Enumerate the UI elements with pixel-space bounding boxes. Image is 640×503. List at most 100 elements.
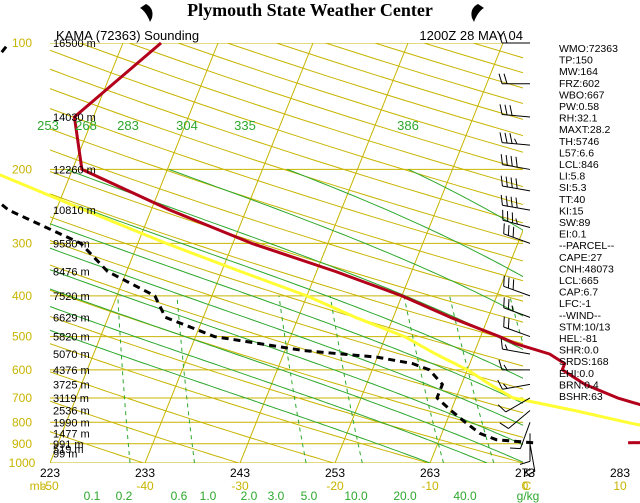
plot-grid xyxy=(50,43,523,463)
wind-barb-icon xyxy=(500,154,531,170)
height-label: 519 m xyxy=(53,444,84,456)
parcel-curve xyxy=(0,173,640,427)
dry-adiabat xyxy=(50,49,523,206)
index-item: EHI:0.0 xyxy=(559,368,594,380)
dry-adiabat xyxy=(50,343,429,463)
mixing-ratio-label: 2.0 xyxy=(241,489,258,503)
index-item: --PARCEL-- xyxy=(559,240,615,252)
height-label: 10810 m xyxy=(53,205,96,217)
dry-adiabat xyxy=(50,216,523,367)
celsius-tick-label: 0 xyxy=(522,479,529,493)
dry-adiabat xyxy=(50,431,144,463)
celsius-tick-label: -40 xyxy=(136,479,154,493)
wind-barb-icon xyxy=(500,338,531,355)
theta-label: 253 xyxy=(37,118,59,133)
celsius-tick-label: -10 xyxy=(421,479,439,493)
theta-label: 304 xyxy=(176,118,198,133)
height-label: 99 m xyxy=(53,449,77,461)
celsius-tick-label: C xyxy=(523,479,532,493)
height-label: 14030 m xyxy=(53,112,96,124)
mixing-ratio-label: g/kg xyxy=(517,489,540,503)
kelvin-tick-label: 253 xyxy=(325,466,345,480)
height-label: 5820 m xyxy=(53,332,90,344)
pressure-tick-label: 900 xyxy=(12,437,32,451)
mixing-ratio-label: 0.2 xyxy=(116,489,133,503)
left-flag-icon xyxy=(140,4,153,22)
moist-adiabat xyxy=(287,168,523,278)
isotherm-line xyxy=(144,43,314,463)
isotherm-line xyxy=(429,229,523,463)
index-item: SHR:0.0 xyxy=(559,345,599,357)
mixing-ratio-label: 0.6 xyxy=(171,489,188,503)
wind-barb-icon xyxy=(498,73,530,85)
index-item: EI:0.1 xyxy=(559,229,587,241)
wind-barb-icon xyxy=(525,443,536,477)
isotherm-line xyxy=(239,43,409,463)
wind-barb-icon xyxy=(498,359,530,371)
theta-label: 268 xyxy=(75,118,97,133)
index-item: PW:0.58 xyxy=(559,101,599,113)
moist-adiabat xyxy=(50,305,488,463)
wind-barb-icon xyxy=(499,410,531,429)
pressure-tick-label: 300 xyxy=(12,236,32,250)
height-label: 991 m xyxy=(53,439,84,451)
isotherm-line xyxy=(334,43,504,463)
wind-barb-icon xyxy=(498,32,530,44)
mixing-ratio-line xyxy=(329,295,363,463)
index-item: LFC:-1 xyxy=(559,298,591,310)
pressure-tick-label: 200 xyxy=(12,162,32,176)
dry-adiabat xyxy=(50,264,523,414)
celsius-tick-label: 10 xyxy=(613,479,627,493)
datetime-label: 1200Z 28 MAY 04 xyxy=(419,28,523,43)
index-item: TP:150 xyxy=(559,55,593,67)
wind-barb-icon xyxy=(503,297,531,318)
index-item: LI:5.8 xyxy=(559,171,585,183)
pressure-tick-label: 100 xyxy=(12,36,32,50)
index-item: BSHR:63 xyxy=(559,391,603,403)
wind-barb-icon xyxy=(503,316,531,338)
height-label: 4376 m xyxy=(53,365,90,377)
height-label: 8476 m xyxy=(53,267,90,279)
wind-barb-icon xyxy=(499,132,531,146)
wind-barb-icon xyxy=(509,422,531,450)
theta-label: 386 xyxy=(397,118,419,133)
index-item: CAP:6.7 xyxy=(559,287,598,299)
index-item: SI:5.3 xyxy=(559,182,587,194)
index-item: LCL:846 xyxy=(559,159,599,171)
index-item: BRN:0.4 xyxy=(559,379,599,391)
moist-adiabat xyxy=(50,269,523,446)
wind-barb-icon xyxy=(519,433,531,465)
wind-barb-icon xyxy=(499,104,531,118)
dry-adiabat xyxy=(50,240,523,390)
mixing-ratio-line xyxy=(117,295,131,463)
index-item: FRZ:602 xyxy=(559,78,600,90)
station-label: KAMA (72363) Sounding xyxy=(56,28,199,43)
isotherm-line xyxy=(50,43,219,463)
celsius-tick-label: -30 xyxy=(231,479,249,493)
temperature-curve xyxy=(72,41,640,445)
wind-barb-icon xyxy=(500,194,531,211)
dry-adiabat xyxy=(50,193,523,345)
dry-adiabat xyxy=(472,43,523,59)
moist-adiabat xyxy=(50,288,523,463)
pressure-tick-label: 800 xyxy=(12,415,32,429)
kelvin-tick-label: 263 xyxy=(420,466,440,480)
pressure-tick-label: 1000 xyxy=(9,456,36,470)
height-label: 2536 m xyxy=(53,406,90,418)
index-item: SRDS:168 xyxy=(559,356,609,368)
dry-adiabat xyxy=(50,315,523,463)
index-item: KI:15 xyxy=(559,205,584,217)
right-flag-icon xyxy=(471,4,484,22)
height-label: 1990 m xyxy=(53,417,90,429)
mixing-ratio-line xyxy=(278,295,307,463)
dry-adiabat xyxy=(50,400,239,463)
index-item: --WIND-- xyxy=(559,310,601,322)
moist-adiabat xyxy=(168,168,523,317)
index-item: SW:89 xyxy=(559,217,590,229)
wind-barb-icon xyxy=(497,379,531,390)
kelvin-tick-label: 283 xyxy=(610,466,630,480)
dry-adiabat xyxy=(50,171,523,323)
wind-barb-icon xyxy=(500,175,531,192)
wind-barb-icon xyxy=(503,223,531,244)
